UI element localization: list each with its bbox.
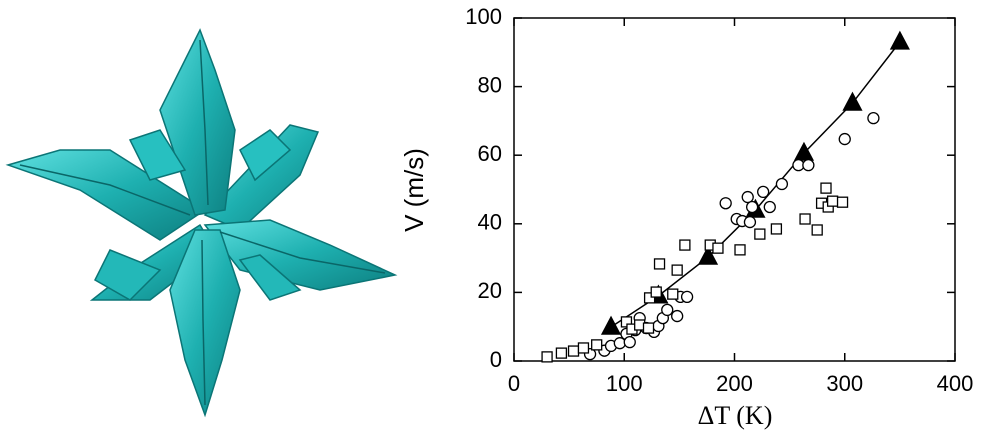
circle-point xyxy=(743,215,757,229)
square-point xyxy=(653,258,666,270)
square-point xyxy=(541,351,553,363)
circle-point xyxy=(661,303,674,317)
circle-point xyxy=(757,185,770,199)
square-point xyxy=(734,244,746,256)
square-point xyxy=(799,213,811,225)
square-point xyxy=(671,264,683,276)
y-tick-label: 0 xyxy=(490,347,502,372)
x-tick-label: 200 xyxy=(716,371,753,396)
square-point xyxy=(820,182,832,194)
x-tick-label: 0 xyxy=(508,371,520,396)
fit-line xyxy=(610,41,901,328)
circle-point xyxy=(802,158,815,172)
circle-point xyxy=(838,132,851,146)
square-point xyxy=(643,292,656,304)
square-point xyxy=(555,347,568,359)
circle-point xyxy=(680,290,694,304)
dendrite-image xyxy=(5,28,398,418)
square-point xyxy=(679,239,691,251)
y-tick-label: 40 xyxy=(478,210,502,235)
square-point xyxy=(667,288,679,300)
square-point xyxy=(811,224,823,236)
plot-frame xyxy=(513,17,956,362)
circle-point xyxy=(623,335,636,349)
y-tick-label: 60 xyxy=(478,141,502,166)
square-point xyxy=(770,223,783,235)
triangle-point xyxy=(600,315,622,335)
triangle-point xyxy=(889,30,910,50)
circle-point xyxy=(741,190,754,204)
y-tick-label: 20 xyxy=(478,278,502,303)
x-axis-label: ΔT (K) xyxy=(698,401,773,430)
triangle-point xyxy=(793,141,815,161)
y-axis-label: V (m/s) xyxy=(399,148,429,232)
y-tick-label: 100 xyxy=(465,4,502,29)
square-point xyxy=(642,322,655,334)
square-point xyxy=(826,195,839,207)
circle-point xyxy=(671,309,684,323)
square-point xyxy=(836,196,849,208)
x-tick-label: 400 xyxy=(937,371,974,396)
triangle-point xyxy=(697,245,719,265)
square-point xyxy=(712,242,724,254)
triangle-point xyxy=(842,91,863,111)
square-point xyxy=(754,228,766,240)
square-point xyxy=(650,286,662,298)
square-point xyxy=(567,345,580,357)
circle-point xyxy=(745,200,759,214)
circle-point xyxy=(867,112,880,125)
circle-point xyxy=(719,197,732,210)
y-tick-label: 80 xyxy=(478,72,502,97)
x-tick-label: 300 xyxy=(826,371,863,396)
x-tick-label: 100 xyxy=(606,371,643,396)
circle-point xyxy=(775,177,789,191)
circle-point xyxy=(763,200,776,214)
square-point xyxy=(591,339,603,351)
square-point xyxy=(577,342,590,354)
